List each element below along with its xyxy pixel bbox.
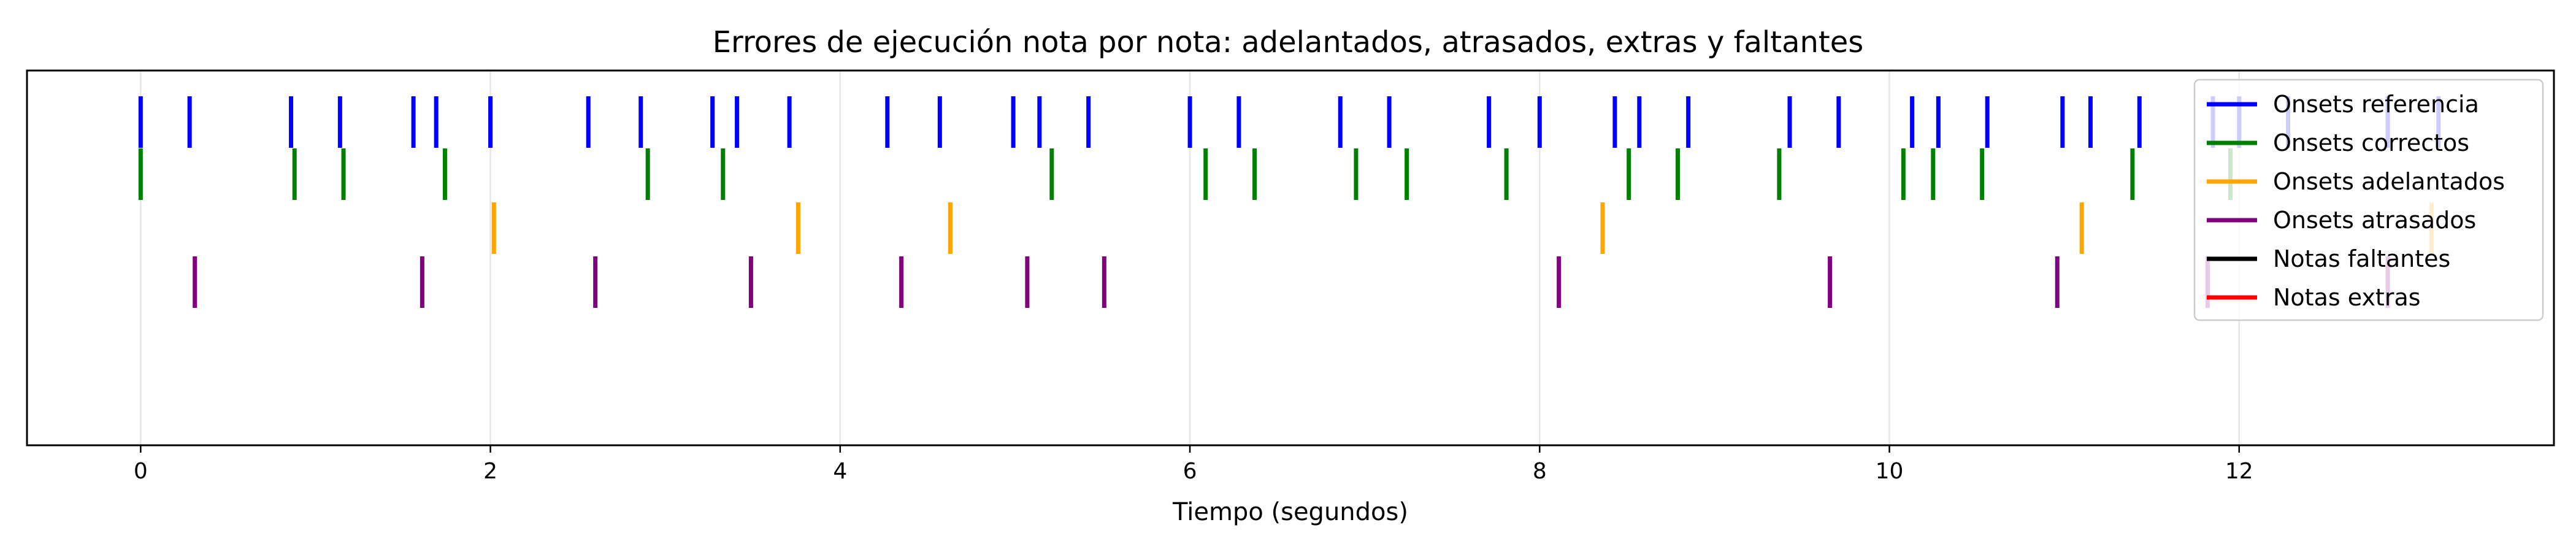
marks-layer xyxy=(138,96,2441,308)
legend-label: Onsets adelantados xyxy=(2273,168,2505,195)
legend-label: Onsets referencia xyxy=(2273,91,2479,118)
plot-frame xyxy=(26,69,2555,447)
legend-label: Onsets atrasados xyxy=(2273,207,2476,234)
legend-label: Notas faltantes xyxy=(2273,245,2450,272)
x-tick-label: 6 xyxy=(1183,459,1197,484)
legend-label: Onsets correctos xyxy=(2273,129,2469,156)
x-tick-label: 2 xyxy=(483,459,497,484)
x-tick-label: 0 xyxy=(134,459,148,484)
legend-label: Notas extras xyxy=(2273,284,2421,311)
x-tick-label: 12 xyxy=(2225,459,2253,484)
legend-box xyxy=(2193,79,2544,321)
x-axis: 0 2 4 6 8 10 12 xyxy=(134,445,2253,484)
legend: Onsets referencia Onsets correctos Onsets … xyxy=(2193,79,2544,321)
x-tick-label: 8 xyxy=(1533,459,1547,484)
chart-title: Errores de ejecución nota por nota: adel… xyxy=(713,25,1864,59)
x-tick-label: 4 xyxy=(833,459,847,484)
x-tick-label: 10 xyxy=(1876,459,1904,484)
x-axis-title: Tiempo (segundos) xyxy=(1172,498,1408,526)
